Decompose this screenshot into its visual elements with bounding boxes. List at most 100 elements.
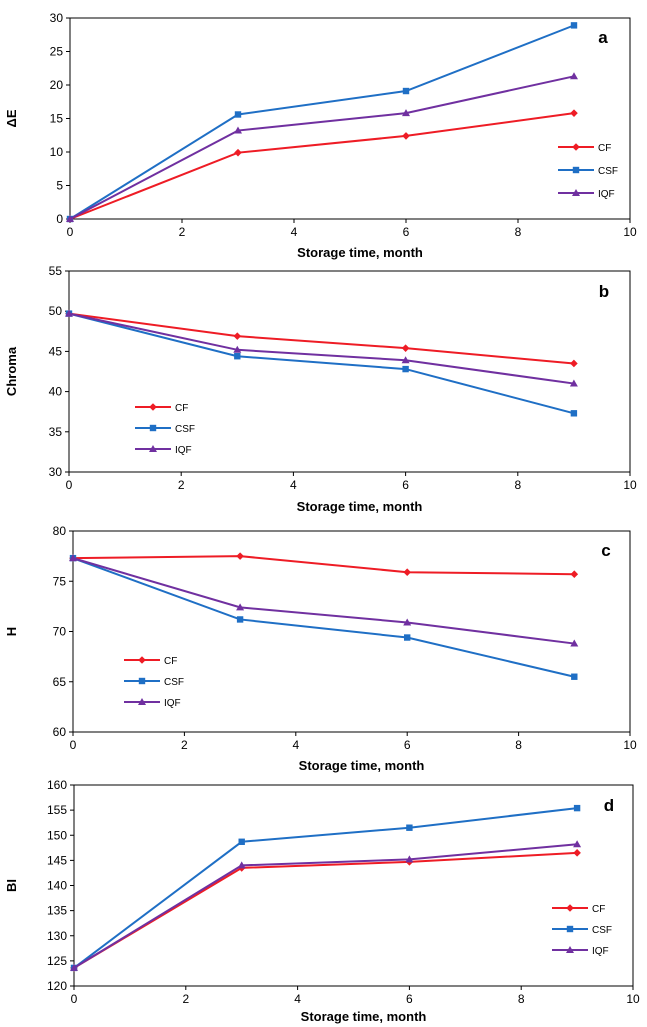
legend-label: CF (598, 143, 611, 154)
data-point (570, 410, 578, 417)
y-tick-label: 25 (50, 45, 64, 59)
legend-marker (138, 656, 146, 664)
legend-marker (149, 424, 157, 432)
y-tick-label: 150 (47, 828, 67, 842)
data-point (236, 552, 244, 560)
data-point (234, 148, 242, 157)
x-tick-label: 2 (182, 992, 189, 1006)
x-tick-label: 0 (71, 992, 78, 1006)
chart-panel-c: 60 65 70 75 80 0 2 4 6 8 10 Storage time, month Hc CF… (4, 524, 637, 773)
data-point (233, 345, 242, 353)
legend-marker (572, 143, 580, 151)
y-tick-label: 0 (56, 212, 63, 226)
legend-marker (566, 946, 574, 953)
y-tick-label: 145 (47, 853, 67, 867)
data-point (570, 22, 578, 29)
y-axis-title: ΔE (4, 109, 19, 127)
data-point (573, 849, 581, 857)
x-tick-label: 6 (406, 992, 413, 1006)
data-point (573, 840, 582, 848)
y-tick-label: 55 (49, 264, 63, 278)
data-point (237, 861, 246, 869)
legend-marker (149, 403, 157, 411)
data-point (405, 855, 414, 863)
x-tick-label: 6 (402, 478, 409, 492)
data-point (570, 639, 579, 647)
data-point (66, 215, 74, 222)
data-point (404, 634, 411, 641)
legend-marker (572, 189, 580, 196)
legend-label: IQF (598, 189, 615, 200)
legend-marker (138, 677, 146, 685)
data-point (234, 353, 241, 360)
data-point (569, 379, 578, 387)
x-tick-label: 10 (626, 992, 640, 1006)
panel-letter: a (598, 28, 608, 47)
legend-label: IQF (592, 946, 609, 957)
y-tick-label: 125 (47, 954, 67, 968)
plot-frame (68, 270, 631, 473)
data-point (402, 132, 410, 140)
series-iqf (69, 554, 579, 647)
legend-label: CSF (175, 424, 195, 435)
legend-marker (149, 445, 157, 452)
data-point (570, 72, 578, 80)
legend-marker (566, 904, 574, 912)
y-tick-label: 5 (56, 179, 63, 193)
series-line (73, 807, 578, 969)
y-tick-label: 65 (53, 675, 67, 689)
series-csf (70, 804, 581, 972)
x-tick-label: 8 (515, 225, 522, 239)
y-tick-label: 140 (47, 879, 67, 893)
series-cf (69, 552, 579, 579)
series-line (72, 555, 575, 576)
legend-label: IQF (164, 698, 181, 709)
x-tick-label: 2 (181, 738, 188, 752)
legend-marker (572, 166, 580, 174)
y-tick-label: 40 (49, 385, 63, 399)
data-point (402, 109, 410, 117)
series-line (69, 24, 575, 220)
y-tick-label: 70 (53, 625, 67, 639)
data-point (570, 359, 578, 368)
x-axis-title: Storage time, month (299, 758, 425, 773)
x-tick-label: 6 (404, 738, 411, 752)
y-tick-label: 130 (47, 929, 67, 943)
legend-label: CSF (592, 925, 612, 936)
data-point (573, 804, 581, 812)
legend-marker (566, 925, 574, 933)
data-point (234, 111, 242, 118)
x-axis-title: Storage time, month (301, 1009, 427, 1024)
data-point (570, 570, 579, 579)
chart-panel-a: 0 5 10 15 20 25 30 0 2 4 6 8 10 Storage time, month ΔE… (4, 11, 637, 260)
y-axis-title: Chroma (4, 346, 19, 396)
data-point (406, 824, 413, 831)
legend-label: IQF (175, 445, 192, 456)
x-tick-label: 0 (67, 225, 74, 239)
data-point (233, 332, 242, 340)
y-tick-label: 160 (47, 778, 67, 792)
series-line (73, 851, 578, 969)
x-tick-label: 6 (403, 225, 410, 239)
legend-label: CF (592, 904, 605, 915)
x-tick-label: 2 (178, 478, 185, 492)
series-line (69, 112, 575, 220)
y-tick-label: 135 (47, 904, 67, 918)
y-tick-label: 15 (50, 112, 64, 126)
series-csf (65, 310, 578, 417)
data-point (401, 356, 410, 364)
y-tick-label: 120 (47, 979, 67, 993)
series-line (68, 312, 575, 415)
x-tick-label: 2 (179, 225, 186, 239)
x-tick-label: 10 (623, 738, 637, 752)
panel-letter: c (601, 541, 610, 560)
x-tick-label: 4 (290, 478, 297, 492)
data-point (403, 618, 412, 626)
series-line (72, 557, 575, 678)
legend-label: CSF (164, 677, 184, 688)
series-line (73, 843, 578, 969)
data-point (236, 603, 245, 611)
data-point (403, 568, 411, 577)
x-tick-label: 10 (623, 225, 637, 239)
